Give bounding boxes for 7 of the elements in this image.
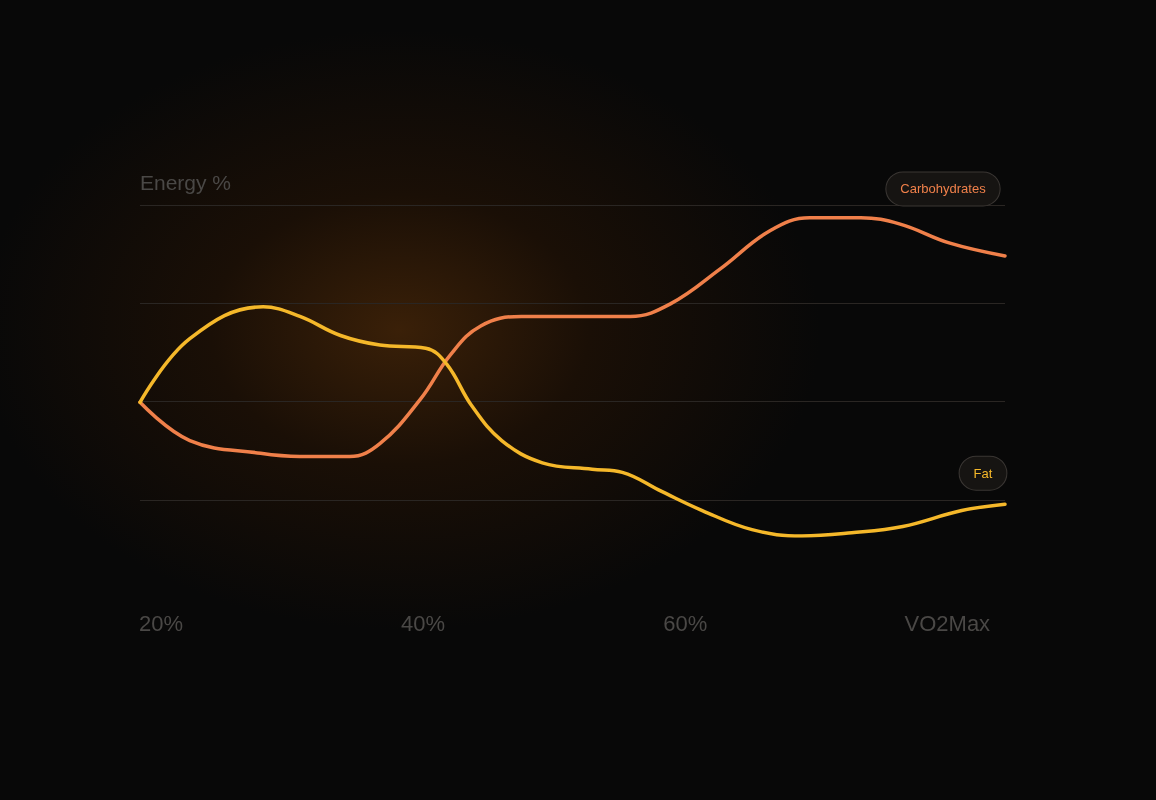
- y-axis-title: Energy %: [140, 171, 232, 194]
- x-tick-label: 20%: [138, 610, 183, 636]
- text: Carbohydrates: [900, 181, 987, 197]
- x-tick-label: 60%: [663, 610, 708, 636]
- x-tick-label: 40%: [401, 610, 446, 636]
- x-tick-label: VO2Max: [904, 610, 991, 636]
- series-label: Fat: [973, 465, 993, 481]
